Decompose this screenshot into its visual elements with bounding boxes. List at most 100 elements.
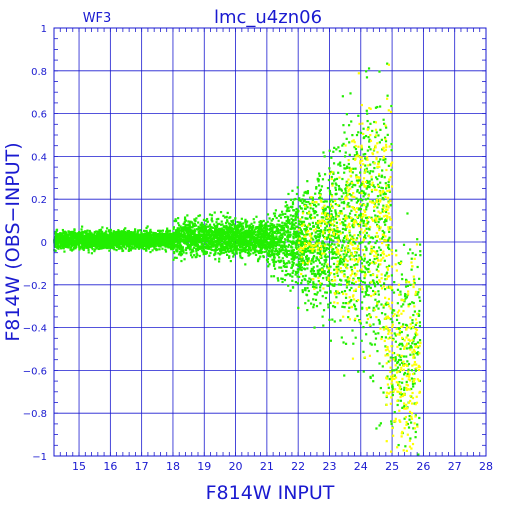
data-point bbox=[317, 219, 320, 223]
data-point bbox=[194, 236, 197, 239]
data-point bbox=[88, 246, 92, 249]
data-point bbox=[92, 240, 95, 243]
data-point bbox=[233, 238, 236, 241]
data-point bbox=[72, 236, 75, 239]
data-point bbox=[138, 247, 141, 250]
data-point bbox=[305, 294, 309, 297]
data-point bbox=[148, 244, 151, 247]
data-point bbox=[295, 263, 298, 266]
data-point bbox=[192, 238, 196, 241]
data-point bbox=[112, 238, 115, 241]
data-point bbox=[294, 212, 297, 215]
data-point bbox=[146, 238, 150, 241]
data-point bbox=[321, 178, 325, 181]
data-point bbox=[143, 230, 146, 233]
data-point bbox=[281, 246, 284, 250]
data-point bbox=[261, 232, 264, 236]
data-point bbox=[295, 207, 298, 211]
data-point bbox=[149, 250, 152, 254]
data-point bbox=[299, 220, 302, 223]
data-point bbox=[315, 185, 318, 189]
data-point bbox=[112, 230, 115, 234]
data-point bbox=[305, 248, 308, 251]
data-point bbox=[115, 243, 118, 246]
data-point bbox=[183, 227, 187, 230]
data-point bbox=[238, 221, 241, 224]
data-point bbox=[219, 249, 222, 252]
data-point bbox=[180, 227, 183, 230]
data-point bbox=[214, 247, 217, 250]
data-point bbox=[315, 241, 319, 244]
data-point bbox=[133, 246, 136, 249]
data-point bbox=[320, 256, 323, 259]
data-point bbox=[293, 230, 296, 233]
data-point bbox=[78, 231, 81, 234]
data-point bbox=[75, 235, 78, 238]
data-point bbox=[201, 234, 204, 237]
data-point bbox=[180, 253, 184, 256]
data-point bbox=[288, 240, 291, 243]
data-point bbox=[212, 237, 216, 240]
data-point bbox=[243, 232, 246, 235]
data-point bbox=[254, 234, 257, 237]
data-point bbox=[232, 255, 235, 258]
data-point bbox=[198, 247, 201, 251]
data-point bbox=[202, 237, 205, 241]
data-point bbox=[182, 249, 185, 252]
data-point bbox=[144, 236, 147, 239]
data-point bbox=[199, 240, 202, 244]
data-point bbox=[73, 231, 77, 234]
data-point bbox=[219, 233, 222, 236]
data-point bbox=[235, 229, 238, 232]
data-point bbox=[165, 238, 168, 241]
data-point bbox=[260, 229, 263, 232]
data-point bbox=[133, 231, 136, 235]
data-point bbox=[316, 224, 319, 227]
data-point bbox=[200, 230, 203, 233]
data-point bbox=[136, 242, 139, 245]
data-point bbox=[281, 269, 284, 273]
data-point bbox=[215, 231, 218, 234]
data-point bbox=[213, 230, 216, 233]
data-point bbox=[210, 229, 213, 233]
data-point bbox=[225, 228, 229, 231]
data-point bbox=[244, 218, 247, 221]
data-point bbox=[273, 224, 276, 227]
data-point bbox=[182, 229, 185, 233]
data-point bbox=[183, 234, 186, 238]
data-point bbox=[244, 246, 247, 249]
data-point bbox=[159, 229, 162, 232]
data-point bbox=[310, 259, 314, 262]
data-point bbox=[154, 241, 157, 244]
data-point bbox=[226, 226, 229, 229]
data-point bbox=[217, 260, 221, 263]
data-point bbox=[168, 232, 172, 235]
data-point bbox=[278, 247, 281, 251]
data-point bbox=[317, 239, 320, 242]
data-point bbox=[139, 229, 142, 232]
data-point bbox=[264, 229, 267, 232]
data-point bbox=[312, 251, 315, 254]
data-point bbox=[98, 243, 102, 246]
data-point bbox=[194, 229, 197, 232]
data-point bbox=[197, 227, 200, 230]
data-point bbox=[226, 243, 229, 247]
data-point bbox=[205, 252, 208, 255]
data-point bbox=[278, 251, 281, 254]
data-point bbox=[212, 230, 215, 234]
data-point bbox=[300, 262, 303, 265]
data-point bbox=[120, 238, 123, 241]
data-point bbox=[180, 233, 183, 236]
data-point bbox=[158, 242, 161, 245]
data-point bbox=[289, 274, 292, 277]
data-point bbox=[326, 243, 329, 246]
data-point bbox=[66, 243, 69, 247]
data-point bbox=[167, 246, 170, 249]
data-point bbox=[300, 252, 303, 255]
data-point bbox=[54, 241, 57, 244]
data-point bbox=[203, 230, 206, 233]
data-points bbox=[53, 62, 422, 456]
data-point bbox=[120, 246, 123, 249]
data-point bbox=[235, 245, 238, 248]
data-point bbox=[262, 226, 266, 230]
